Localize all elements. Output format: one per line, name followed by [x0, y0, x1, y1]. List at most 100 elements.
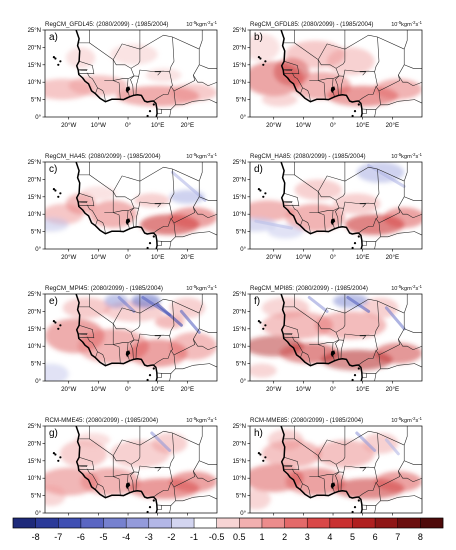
country-border	[78, 193, 95, 207]
lon-tick-label: 10°E	[151, 254, 164, 261]
lake-volta	[330, 350, 336, 358]
coastline	[280, 30, 363, 117]
anomaly-shading	[45, 217, 69, 232]
colorbar-label: 5	[350, 532, 355, 542]
lon-tick-label: 0°	[330, 254, 336, 261]
country-border	[335, 75, 345, 96]
colorbar-swatch	[148, 518, 172, 528]
anomaly-shading	[383, 207, 422, 229]
colorbar-swatch	[284, 518, 308, 528]
country-border	[283, 465, 293, 467]
country-border	[153, 203, 173, 234]
country-border	[317, 59, 340, 81]
colorbar-label: 3	[305, 532, 310, 542]
anomaly-streak	[254, 219, 293, 230]
country-border	[154, 203, 162, 208]
lat-tick-label: 20°N	[28, 309, 41, 315]
anomaly-streak	[384, 306, 406, 331]
country-border	[283, 457, 300, 471]
country-border	[362, 486, 381, 506]
country-border	[283, 333, 293, 335]
island	[351, 510, 354, 513]
country-border	[77, 162, 90, 176]
lon-tick-label: 20°W	[266, 122, 281, 129]
country-border	[283, 201, 293, 203]
lon-tick-label: 10°W	[91, 122, 106, 129]
colorbar-swatch	[103, 518, 127, 528]
colorbar-swatch	[352, 518, 376, 528]
panel-letter: e)	[49, 296, 58, 307]
island	[257, 320, 260, 323]
lon-tick-label: 10°W	[296, 122, 311, 129]
lat-tick-label: 10°N	[233, 212, 246, 218]
anomaly-streak	[150, 431, 172, 452]
panel-letter: a)	[49, 32, 58, 43]
island	[57, 327, 60, 330]
anomaly-shading	[151, 433, 188, 454]
country-border	[374, 505, 377, 513]
anomaly-shading	[333, 193, 381, 215]
lon-tick-label: 10°W	[296, 386, 311, 393]
country-border	[317, 426, 346, 456]
island	[351, 246, 354, 249]
lat-tick-label: 0°	[240, 511, 246, 517]
colorbar-swatch	[239, 518, 263, 528]
lake-volta	[125, 218, 131, 226]
island	[351, 378, 354, 381]
island	[54, 453, 57, 456]
colorbar-label: 2	[282, 532, 287, 542]
country-border	[130, 34, 173, 69]
country-border	[77, 294, 90, 308]
panel-units: 10-5kgm-2s-1	[186, 416, 217, 424]
country-border	[359, 203, 367, 208]
island	[257, 56, 260, 59]
island	[353, 506, 357, 509]
panel-title: RegCM_MPI45: (2080/2099) - (1985/2004)	[45, 285, 163, 292]
lon-tick-label: 10°W	[91, 386, 106, 393]
country-border	[335, 430, 378, 465]
island	[259, 189, 262, 192]
country-border	[130, 166, 173, 201]
country-border	[87, 73, 98, 94]
country-border	[104, 80, 121, 100]
island	[148, 374, 152, 377]
country-border	[170, 168, 200, 224]
lon-tick-label: 0°	[330, 122, 336, 129]
country-border	[193, 471, 217, 483]
island	[57, 195, 60, 198]
anomaly-shading	[169, 471, 217, 493]
country-border	[375, 168, 405, 224]
map-panel-f: RegCM_MPI85: (2080/2099) - (1985/2004) 10…	[233, 284, 423, 393]
colorbar-label: -4	[122, 532, 130, 542]
lat-tick-label: 25°N	[28, 160, 41, 166]
anomaly-streak	[346, 296, 371, 313]
lat-tick-label: 15°N	[233, 459, 246, 465]
panel-letter: h)	[254, 428, 263, 439]
island	[264, 324, 267, 327]
island	[353, 110, 357, 113]
lat-tick-label: 20°N	[233, 309, 246, 315]
island	[52, 56, 55, 59]
colorbar-swatch	[35, 518, 59, 528]
colorbar-swatch	[58, 518, 82, 528]
lon-tick-label: 20°E	[386, 122, 399, 129]
lat-tick-label: 20°N	[233, 441, 246, 447]
colorbar: -8 -7 -6 -5 -4 -3 -2 -1 -0.5 0.5 1 2 3 4 5 6 7 8	[12, 517, 444, 542]
anomaly-streak	[171, 170, 207, 202]
island	[152, 367, 155, 370]
panel-title: RCM-MME45: (2080/2099) - (1985/2004)	[45, 417, 158, 424]
lat-tick-label: 5°N	[31, 230, 41, 236]
island	[357, 103, 360, 106]
country-border	[175, 495, 217, 502]
country-border	[169, 168, 175, 204]
country-border	[169, 109, 172, 117]
lat-tick-label: 15°N	[28, 63, 41, 69]
anomaly-shading	[250, 33, 280, 62]
country-border	[169, 505, 172, 513]
island	[262, 63, 265, 66]
anomaly-streak	[367, 164, 406, 188]
lat-tick-label: 0°	[240, 247, 246, 253]
island	[57, 63, 60, 66]
lat-tick-label: 10°N	[233, 80, 246, 86]
